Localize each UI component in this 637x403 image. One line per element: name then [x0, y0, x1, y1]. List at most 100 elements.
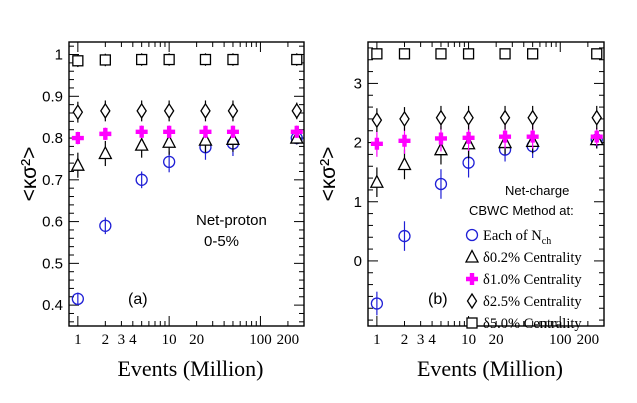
data-point-plus [526, 130, 539, 143]
plot-frame [68, 41, 305, 327]
x-tick-label: 200 [577, 332, 600, 348]
data-point-diamond [72, 103, 84, 121]
data-point-plus [135, 125, 148, 138]
legend-entry-each-nch: Each of Nch [483, 228, 551, 247]
data-point-square [99, 54, 111, 66]
series-triangle [70, 126, 304, 178]
data-point-square [591, 48, 603, 60]
data-point-circle [135, 173, 148, 186]
legend-marker-diamond [466, 292, 478, 310]
legend-label-each-nch: Each of N [483, 228, 542, 244]
data-point-circle [398, 229, 411, 243]
legend-marker-circle [465, 228, 479, 242]
x-tick-label: 100 [549, 332, 572, 348]
data-point-triangle [70, 157, 85, 171]
data-point-triangle [225, 131, 241, 145]
legend-label-nch-sub: ch [542, 236, 551, 247]
data-point-square [72, 55, 84, 67]
data-point-square [435, 48, 447, 60]
data-point-square [136, 53, 148, 66]
data-point-diamond [591, 109, 603, 126]
x-axis-label: Events (Million) [117, 356, 263, 381]
data-point-circle [370, 297, 384, 310]
data-point-square [371, 48, 383, 60]
data-point-square [227, 53, 239, 66]
x-tick-label: 1 [373, 332, 381, 348]
legend-entry-0p2: δ0.2% Centrality [483, 250, 582, 266]
data-point-plus [462, 131, 475, 144]
y-tick-label: 3 [354, 75, 362, 92]
series-diamond [72, 100, 303, 123]
data-point-plus [226, 125, 239, 138]
x-tick-label: 20 [489, 332, 504, 348]
x-tick-label: 20 [189, 332, 204, 348]
x-tick-label: 200 [277, 332, 300, 348]
panel-b-label: (b) [428, 291, 448, 308]
data-point-circle [434, 177, 448, 191]
y-tick-label: 1 [55, 47, 63, 64]
data-point-triangle [397, 156, 412, 171]
data-point-circle [162, 155, 176, 169]
data-point-square [199, 53, 212, 66]
legend-title-line-1: Net-charge [505, 183, 569, 198]
legend-marker-plus [466, 273, 478, 285]
plot-frame [367, 41, 605, 327]
data-point-triangle [134, 137, 149, 151]
y-tick-label: 2 [354, 135, 362, 152]
data-point-plus [290, 125, 303, 138]
series-square [72, 53, 303, 68]
x-tick-label: 100 [249, 332, 272, 348]
legend-marker-triangle [464, 249, 480, 263]
legend-title-line-2: CBWC Method at: [469, 203, 574, 218]
legend-entry-2p5: δ2.5% Centrality [483, 294, 582, 310]
data-point-plus [99, 127, 112, 140]
data-point-square [163, 53, 175, 66]
x-tick-label: 10 [162, 332, 177, 348]
panel-a-label: (a) [128, 291, 148, 308]
x-tick-label: 2 [401, 332, 409, 348]
x-tick-label: 3 [417, 332, 425, 348]
data-point-plus [370, 137, 383, 150]
data-point-diamond [200, 102, 211, 120]
data-point-circle [71, 292, 84, 306]
data-point-square [462, 48, 475, 60]
data-point-circle [99, 219, 112, 232]
data-point-square [499, 48, 511, 60]
data-point-square [398, 48, 411, 60]
x-tick-label: 4 [428, 332, 436, 348]
data-point-triangle [369, 174, 384, 188]
y-axis-label: <κσ²> [18, 147, 41, 202]
series-diamond [371, 105, 603, 132]
legend: Net-charge CBWC Method at: Each of Nch δ… [464, 183, 582, 332]
y-tick-label: 0.5 [42, 255, 63, 272]
series-plus [370, 124, 603, 157]
data-point-diamond [291, 102, 303, 120]
y-tick-label: 0.6 [42, 214, 63, 231]
x-axis-label: Events (Million) [417, 356, 563, 381]
y-tick-label: 0.4 [42, 297, 63, 314]
data-point-diamond [527, 109, 538, 126]
series-square [371, 48, 603, 60]
x-tick-label: 3 [118, 332, 126, 348]
data-point-diamond [435, 109, 447, 126]
legend-entry-5p0: δ5.0% Centrality [483, 316, 582, 332]
x-tick-label: 4 [129, 332, 137, 348]
data-point-plus [590, 130, 603, 143]
data-point-diamond [227, 102, 239, 120]
data-point-plus [434, 132, 447, 145]
legend-entry-1p0: δ1.0% Centrality [483, 272, 582, 288]
series-plus [71, 125, 303, 145]
annotation-centrality: 0-5% [204, 233, 239, 250]
legend-markers [464, 228, 480, 329]
data-point-plus [199, 125, 212, 138]
y-tick-label: 0.7 [42, 172, 63, 189]
y-tick-label: 0.9 [42, 88, 63, 105]
y-axis-label: <κσ²> [317, 147, 340, 202]
x-tick-label: 10 [461, 332, 476, 348]
x-tick-label: 1 [74, 332, 82, 348]
data-point-triangle [162, 134, 177, 148]
y-tick-label: 1 [354, 194, 362, 211]
data-point-square [527, 48, 539, 60]
